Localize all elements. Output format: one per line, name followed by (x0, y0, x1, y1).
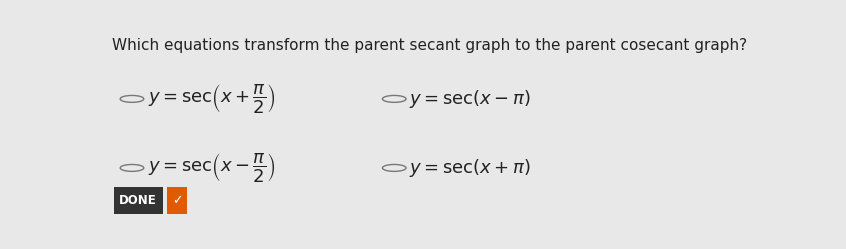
FancyBboxPatch shape (168, 187, 187, 214)
Text: $y = \sec\!\left(x + \dfrac{\pi}{2}\right)$: $y = \sec\!\left(x + \dfrac{\pi}{2}\righ… (148, 82, 276, 115)
FancyBboxPatch shape (113, 187, 162, 214)
Text: $y = \sec\!\left(x - \dfrac{\pi}{2}\right)$: $y = \sec\!\left(x - \dfrac{\pi}{2}\righ… (148, 151, 276, 185)
Text: ✓: ✓ (172, 194, 183, 207)
Text: $y = \sec(x - \pi)$: $y = \sec(x - \pi)$ (409, 88, 531, 110)
Text: $y = \sec(x + \pi)$: $y = \sec(x + \pi)$ (409, 157, 531, 179)
Text: DONE: DONE (119, 194, 157, 207)
Text: Which equations transform the parent secant graph to the parent cosecant graph?: Which equations transform the parent sec… (113, 38, 747, 53)
